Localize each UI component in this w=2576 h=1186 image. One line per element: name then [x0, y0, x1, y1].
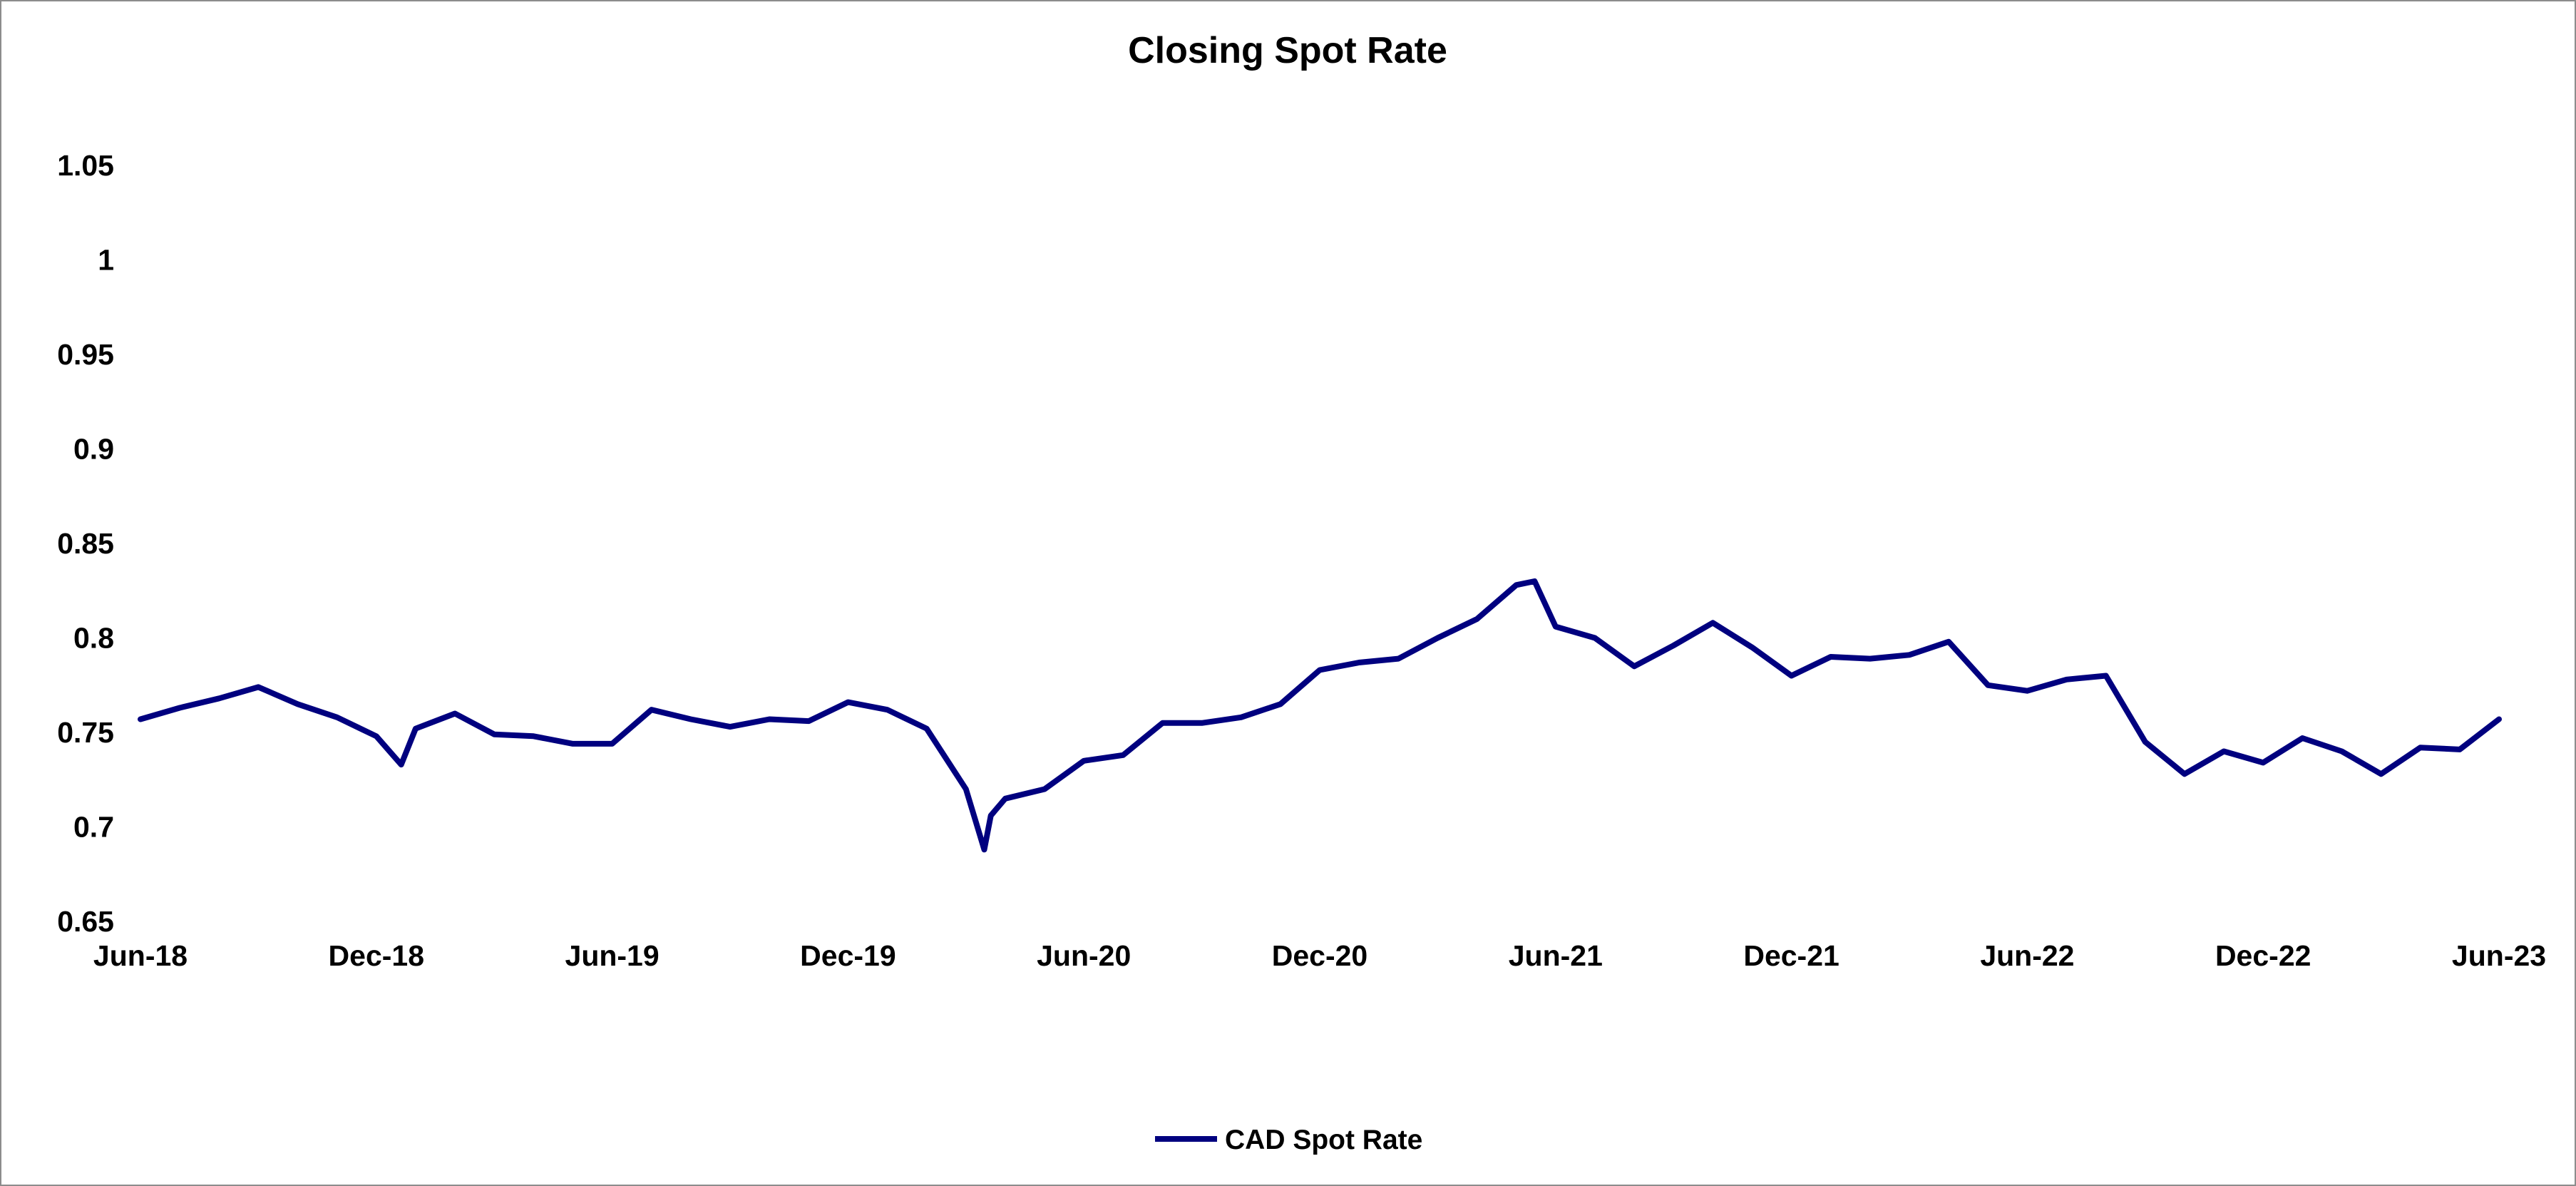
y-tick-label: 1.05	[57, 149, 114, 182]
y-tick-label: 0.9	[73, 433, 114, 466]
cad-spot-rate-line	[138, 578, 2502, 853]
chart-title: Closing Spot Rate	[1128, 30, 1447, 71]
legend-label-cad-spot-rate: CAD Spot Rate	[1225, 1125, 1422, 1155]
y-tick-label: 0.65	[57, 905, 114, 938]
x-tick-label: Jun-22	[1980, 939, 2074, 972]
y-tick-label: 0.95	[57, 338, 114, 371]
y-tick-label: 1	[98, 244, 114, 277]
x-axis-tick-labels: Jun-18 Dec-18 Jun-19 Dec-19 Jun-20 Dec-20 Jun-…	[93, 939, 2546, 972]
x-tick-label: Dec-20	[1272, 939, 1367, 972]
y-tick-label: 0.8	[73, 622, 114, 655]
x-tick-label: Dec-22	[2215, 939, 2311, 972]
x-tick-label: Dec-19	[800, 939, 896, 972]
x-tick-label: Jun-21	[1509, 939, 1603, 972]
y-axis-tick-labels: 0.65 0.7 0.75 0.8 0.85 0.9 0.95 1 1.05	[57, 149, 114, 938]
y-tick-label: 0.85	[57, 527, 114, 560]
x-tick-label: Jun-18	[93, 939, 188, 972]
legend: CAD Spot Rate	[1155, 1125, 1422, 1155]
x-tick-label: Jun-23	[2452, 939, 2546, 972]
x-tick-label: Jun-19	[565, 939, 660, 972]
x-tick-label: Dec-18	[329, 939, 424, 972]
x-tick-label: Jun-20	[1037, 939, 1131, 972]
x-tick-label: Dec-21	[1743, 939, 1839, 972]
y-tick-label: 0.7	[73, 811, 114, 844]
y-tick-label: 0.75	[57, 716, 114, 749]
